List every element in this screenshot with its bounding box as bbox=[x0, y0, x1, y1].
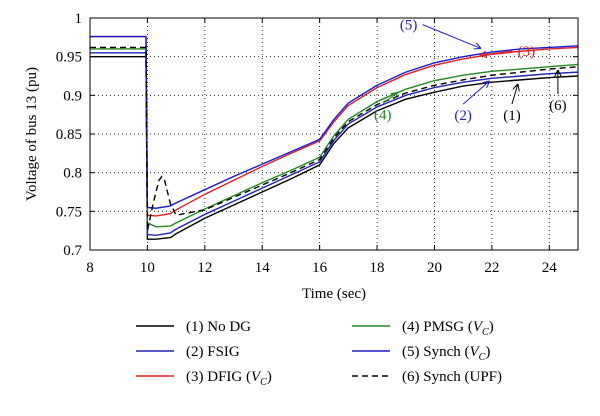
legend-series-name: (3) DFIG bbox=[186, 369, 242, 385]
x-tick-label: 14 bbox=[255, 260, 271, 276]
legend-label: (1) No DG bbox=[186, 319, 251, 335]
series-line-2 bbox=[90, 52, 579, 237]
curve-annotations: (5) (3) (4) (2) (1) (6) bbox=[374, 18, 567, 124]
series-line-6 bbox=[90, 46, 579, 231]
series-line-3 bbox=[90, 35, 579, 217]
annotation-arrow bbox=[462, 81, 489, 105]
x-tick-label: 24 bbox=[542, 260, 558, 276]
x-axis-label: Time (sec) bbox=[302, 286, 366, 302]
x-tick-label: 16 bbox=[312, 260, 328, 276]
annotation-arrow bbox=[382, 93, 397, 104]
legend-series-name: (1) No DG bbox=[186, 319, 251, 335]
x-tick-label: 12 bbox=[197, 260, 212, 276]
series-line-4 bbox=[90, 48, 579, 228]
y-tick-label: 0.9 bbox=[63, 88, 82, 104]
x-tick-label: 8 bbox=[86, 260, 94, 276]
x-tick-label: 22 bbox=[484, 260, 499, 276]
annotation-label: (2) bbox=[454, 108, 472, 124]
legend-label: (6) Synch (UPF) bbox=[402, 369, 502, 385]
y-tick-label: 0.85 bbox=[56, 127, 82, 143]
legend-label: (4) PMSG (VC) bbox=[402, 319, 494, 338]
x-tick-label: 18 bbox=[370, 260, 385, 276]
y-tick-label: 0.95 bbox=[56, 50, 82, 66]
y-tick-label: 0.7 bbox=[63, 243, 82, 259]
annotation-label: (6) bbox=[549, 98, 567, 114]
legend: (1) No DG (4) PMSG (VC) (2) FSIG (5) Synch … bbox=[136, 319, 502, 388]
annotation-label: (5) bbox=[400, 18, 418, 34]
legend-series-name: (4) PMSG bbox=[402, 319, 464, 335]
legend-label: (5) Synch (VC) bbox=[402, 344, 490, 363]
y-tick-label: 0.75 bbox=[56, 204, 82, 220]
annotation-arrow bbox=[422, 24, 481, 49]
annotation-label: (1) bbox=[503, 108, 521, 124]
x-tick-label: 20 bbox=[427, 260, 442, 276]
legend-series-name: (6) Synch (UPF) bbox=[402, 369, 502, 385]
y-axis-label: Voltage of bus 13 (pu) bbox=[24, 67, 40, 201]
grid-lines bbox=[90, 18, 578, 250]
annotation-label: (3) bbox=[518, 44, 536, 60]
series-lines bbox=[90, 35, 579, 240]
annotation-arrow bbox=[480, 50, 513, 55]
annotation-arrow bbox=[511, 85, 518, 105]
legend-series-name: (2) FSIG bbox=[186, 344, 240, 360]
series-line-1 bbox=[90, 55, 579, 240]
legend-series-name: (5) Synch bbox=[402, 344, 461, 360]
y-tick-label: 1 bbox=[75, 11, 83, 27]
x-tick-label: 10 bbox=[140, 260, 155, 276]
annotation-label: (4) bbox=[374, 107, 392, 123]
legend-label: (3) DFIG (VC) bbox=[186, 369, 272, 388]
legend-label: (2) FSIG bbox=[186, 344, 240, 360]
y-tick-label: 0.8 bbox=[63, 166, 82, 182]
